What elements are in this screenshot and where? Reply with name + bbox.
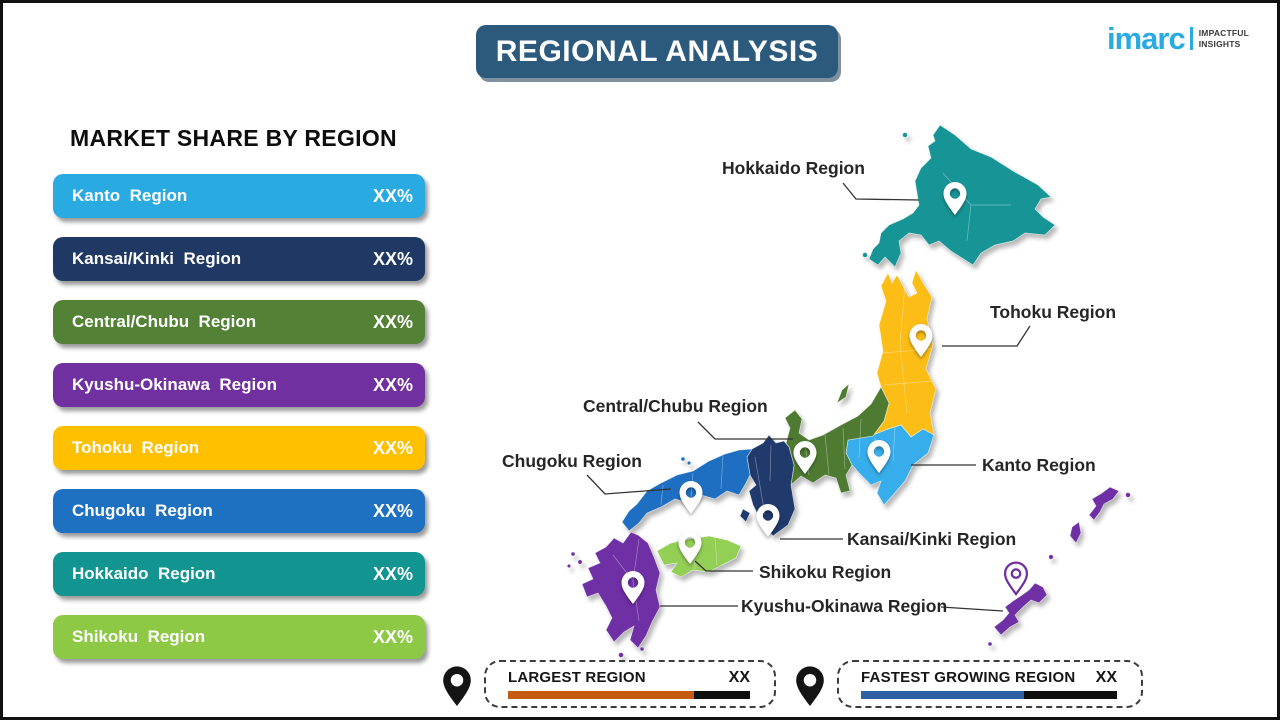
legend-fastest-label: FASTEST GROWING REGION	[861, 669, 1076, 686]
market-share-bar-hokkaido: Hokkaido Region XX%	[53, 552, 425, 596]
market-share-bar-kanto: Kanto Region XX%	[53, 174, 425, 218]
imarc-logo-text: imarc	[1107, 21, 1186, 56]
legend-bar-blue	[861, 691, 1024, 699]
map-label-chubu: Central/Chubu Region	[583, 396, 768, 416]
market-share-bar-kyushu: Kyushu-Okinawa Region XX%	[53, 363, 425, 407]
map-islet-awaji	[739, 508, 751, 523]
map-region-chugoku	[621, 448, 753, 532]
map-islet-okushiri	[862, 252, 868, 258]
market-share-bar-kansai: Kansai/Kinki Region XX%	[53, 237, 425, 281]
connector-shikoku	[694, 560, 753, 572]
map-islet-oki	[680, 456, 686, 462]
bar-label: Kansai/Kinki Region	[72, 249, 242, 268]
bar-label: Tohoku Region	[72, 438, 200, 457]
map-label-hokkaido: Hokkaido Region	[722, 158, 865, 178]
page-title: REGIONAL ANALYSIS	[495, 34, 819, 68]
connector-tohoku	[942, 325, 1031, 347]
legend-largest-box: LARGEST REGION XX	[484, 660, 776, 708]
logo-divider	[1189, 27, 1193, 50]
imarc-logo: imarc IMPACTFUL INSIGHTS	[1107, 23, 1249, 54]
label-connectors	[586, 182, 1031, 612]
bar-value: XX%	[372, 248, 413, 269]
map-label-chugoku: Chugoku Region	[502, 451, 642, 471]
connector-chugoku	[586, 474, 672, 495]
legend-fastest-box: FASTEST GROWING REGION XX	[837, 660, 1143, 708]
map-label-kyushu: Kyushu-Okinawa Region	[741, 596, 948, 616]
legend-largest-value: XX	[728, 669, 750, 686]
legend-largest-label: LARGEST REGION	[508, 669, 646, 686]
logo-tagline-line1: IMPACTFUL	[1198, 28, 1250, 39]
map-islet-amami2	[1125, 492, 1131, 498]
bar-label: Shikoku Region	[72, 627, 206, 646]
legend-fastest-value: XX	[1095, 669, 1117, 686]
legend-bar-black	[694, 691, 750, 699]
map-islet-okinoerabu	[1048, 554, 1054, 560]
bar-value: XX%	[372, 563, 413, 584]
bar-value: XX%	[372, 500, 413, 521]
page-title-banner: REGIONAL ANALYSIS	[476, 25, 838, 78]
legend-bar-black	[1023, 691, 1117, 699]
map-islet-goto2	[577, 559, 583, 565]
map-islet-rishiri	[902, 132, 908, 138]
map-pins	[621, 182, 1029, 604]
map-region-kanto	[845, 424, 935, 506]
bar-value: XX%	[372, 626, 413, 647]
map-label-shikoku: Shikoku Region	[759, 562, 892, 582]
bar-label: Kanto Region	[72, 186, 188, 205]
map-islet-tokunoshima	[1069, 521, 1082, 544]
bar-label: Central/Chubu Region	[72, 312, 257, 331]
legend-fastest-region: FASTEST GROWING REGION XX	[794, 660, 1143, 711]
bar-value: XX%	[372, 374, 413, 395]
map-islet-oki2	[686, 460, 692, 466]
connector-hokkaido	[842, 182, 920, 201]
market-share-bar-tohoku: Tohoku Region XX%	[53, 426, 425, 470]
market-share-bar-chugoku: Chugoku Region XX%	[53, 489, 425, 533]
map-islet-south1	[618, 652, 624, 658]
legend-largest-bar	[508, 691, 750, 699]
logo-tagline: IMPACTFUL INSIGHTS	[1199, 28, 1249, 48]
map-region-kyushu	[581, 531, 661, 649]
market-share-bar-shikoku: Shikoku Region XX%	[53, 615, 425, 659]
location-pin-icon	[796, 666, 824, 706]
bar-value: XX%	[372, 311, 413, 332]
map-region-tohoku	[872, 269, 937, 438]
market-share-heading: MARKET SHARE BY REGION	[70, 125, 397, 151]
bar-label: Hokkaido Region	[72, 564, 216, 583]
location-pin-icon	[443, 666, 471, 706]
map-label-kansai: Kansai/Kinki Region	[847, 529, 1017, 549]
connector-chubu	[697, 421, 793, 440]
map-islet-goto	[570, 551, 576, 557]
legend-largest-region: LARGEST REGION XX	[441, 660, 776, 711]
map-islet-goto3	[566, 563, 572, 569]
bar-value: XX%	[372, 185, 413, 206]
market-share-bar-chubu: Central/Chubu Region XX%	[53, 300, 425, 344]
map-islet-south2	[639, 646, 645, 652]
bar-label: Kyushu-Okinawa Region	[72, 375, 277, 394]
logo-tagline-line2: INSIGHTS	[1198, 38, 1241, 49]
bar-value: XX%	[372, 437, 413, 458]
connector-kyushu-right	[940, 606, 1004, 612]
map-islet-sado	[836, 383, 850, 404]
map-island-okinawa	[993, 582, 1048, 636]
pin-okinawa	[1003, 561, 1029, 596]
bar-label: Chugoku Region	[72, 501, 213, 520]
map-label-tohoku: Tohoku Region	[990, 302, 1117, 322]
map-label-kanto: Kanto Region	[982, 455, 1096, 475]
legend-fastest-bar	[861, 691, 1117, 699]
legend-bar-orange	[508, 691, 695, 699]
map-islands-amami	[1088, 486, 1120, 521]
map-islet-kerama	[987, 641, 993, 647]
japan-map	[566, 124, 1131, 658]
